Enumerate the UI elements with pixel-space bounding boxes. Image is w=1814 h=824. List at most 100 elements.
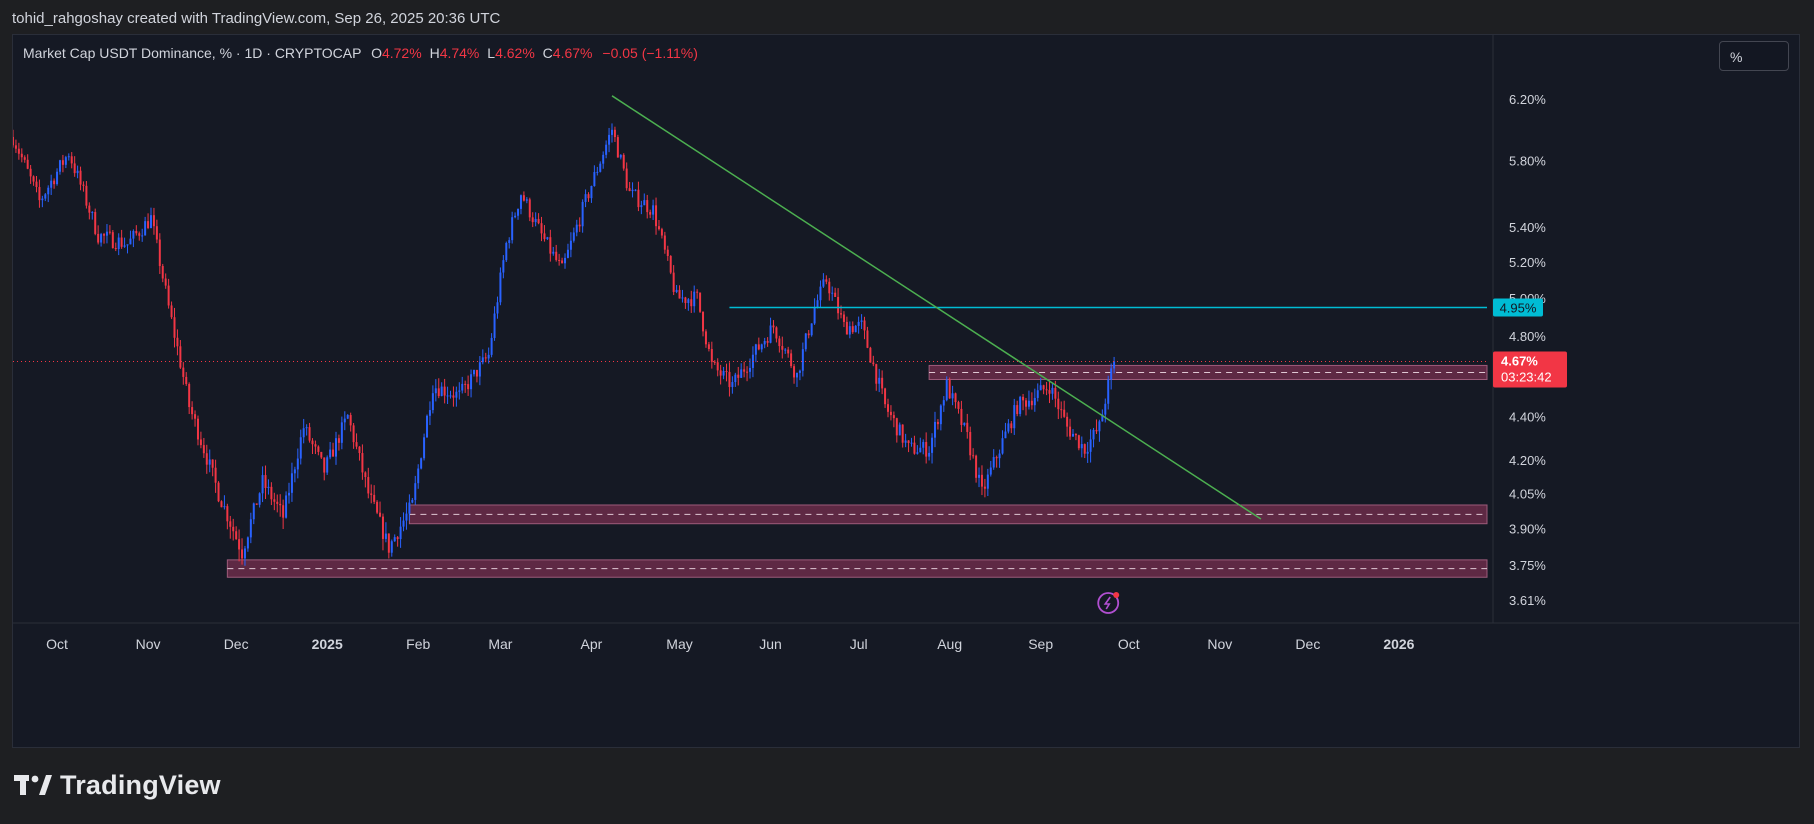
- candle-body: [334, 438, 337, 457]
- candle-body: [208, 459, 211, 465]
- candle-body: [1110, 368, 1113, 380]
- candle-body: [907, 440, 910, 443]
- candle-body: [963, 422, 966, 425]
- candle-body: [470, 374, 473, 390]
- candle-body: [863, 320, 866, 331]
- candle-body: [94, 212, 97, 234]
- low-value: 4.62%: [495, 45, 535, 61]
- candle-body: [1063, 409, 1066, 417]
- candle-body: [652, 205, 655, 215]
- candle-body: [543, 233, 546, 240]
- candle-body: [898, 424, 901, 436]
- y-tick-label: 6.20%: [1509, 92, 1546, 107]
- candle-body: [100, 234, 103, 243]
- candle-body: [936, 421, 939, 425]
- candle-body: [38, 187, 41, 201]
- candle-body: [393, 537, 396, 542]
- candle-body: [114, 248, 117, 250]
- candle-body: [895, 418, 898, 436]
- candle-body: [326, 457, 329, 473]
- y-tick-label: 3.61%: [1509, 593, 1546, 608]
- low-label: L: [487, 45, 496, 61]
- candle-body: [1060, 409, 1063, 411]
- candle-body: [769, 325, 772, 343]
- candle-body: [243, 548, 246, 559]
- candle-body: [561, 260, 564, 264]
- y-tick-label: 3.75%: [1509, 558, 1546, 573]
- candle-body: [452, 395, 455, 398]
- candle-body: [807, 333, 810, 336]
- candle-body: [343, 418, 346, 423]
- candle-body: [364, 472, 367, 478]
- candle-body: [47, 187, 50, 195]
- candle-body: [132, 230, 135, 239]
- candle-body: [1027, 400, 1030, 407]
- candle-body: [734, 374, 737, 383]
- candle-body: [58, 160, 61, 172]
- candle-body: [1010, 423, 1013, 429]
- percent-scale-button[interactable]: %: [1719, 41, 1789, 71]
- candle-body: [816, 300, 819, 308]
- trendline: [611, 95, 1262, 520]
- candle-body: [191, 407, 194, 415]
- candle-body: [196, 418, 199, 440]
- candle-body: [593, 172, 596, 187]
- candle-body: [860, 320, 863, 322]
- candle-body: [246, 537, 249, 549]
- candle-body: [1098, 421, 1101, 432]
- candle-body: [728, 371, 731, 388]
- candle-body: [766, 340, 769, 343]
- candle-body: [70, 156, 73, 164]
- close-label: C: [542, 45, 553, 61]
- candle-body: [76, 170, 79, 174]
- chart-panel[interactable]: 6.20%5.80%5.40%5.20%5.00%4.80%4.40%4.20%…: [12, 34, 1800, 748]
- candle-body: [596, 171, 599, 173]
- candle-body: [440, 386, 443, 397]
- candle-body: [56, 171, 59, 185]
- x-tick-label: Dec: [1295, 636, 1320, 652]
- candle-body: [919, 447, 922, 453]
- candle-body: [1101, 414, 1104, 422]
- candle-body: [939, 405, 942, 425]
- candle-body: [558, 259, 561, 261]
- candle-body: [311, 440, 314, 445]
- candle-body: [775, 327, 778, 339]
- candle-body: [690, 299, 693, 307]
- candle-body: [1092, 429, 1095, 440]
- candle-body: [925, 442, 928, 457]
- candle-body: [103, 234, 106, 236]
- candle-body: [138, 233, 141, 236]
- candle-body: [716, 362, 719, 371]
- candle-body: [323, 457, 326, 473]
- candle-body: [147, 221, 150, 229]
- candle-body: [534, 218, 537, 223]
- candle-body: [845, 321, 848, 335]
- candle-body: [519, 195, 522, 209]
- candle-body: [754, 344, 757, 355]
- x-tick-label: Sep: [1028, 636, 1053, 652]
- x-tick-label: Oct: [1118, 636, 1140, 652]
- candle-body: [537, 218, 540, 224]
- candle-body: [960, 408, 963, 425]
- candle-body: [188, 384, 191, 408]
- candle-body: [14, 145, 17, 149]
- high-value: 4.74%: [439, 45, 480, 61]
- candle-body: [135, 230, 138, 234]
- candle-body: [235, 531, 238, 540]
- candle-body: [29, 168, 32, 177]
- price-chart[interactable]: 6.20%5.80%5.40%5.20%5.00%4.80%4.40%4.20%…: [13, 35, 1799, 747]
- candle-body: [405, 513, 408, 521]
- candle-body: [182, 367, 185, 377]
- candle-body: [105, 231, 108, 236]
- candle-body: [957, 402, 960, 409]
- lightning-icon[interactable]: [1097, 592, 1120, 614]
- candle-body: [420, 458, 423, 469]
- candle-body: [1030, 400, 1033, 406]
- candle-body: [229, 521, 232, 527]
- candle-body: [179, 346, 182, 368]
- candle-body: [390, 541, 393, 553]
- candle-body: [781, 346, 784, 350]
- candle-body: [411, 499, 414, 503]
- symbol-title: Market Cap USDT Dominance, % · 1D · CRYP…: [23, 45, 362, 61]
- candle-body: [241, 549, 244, 559]
